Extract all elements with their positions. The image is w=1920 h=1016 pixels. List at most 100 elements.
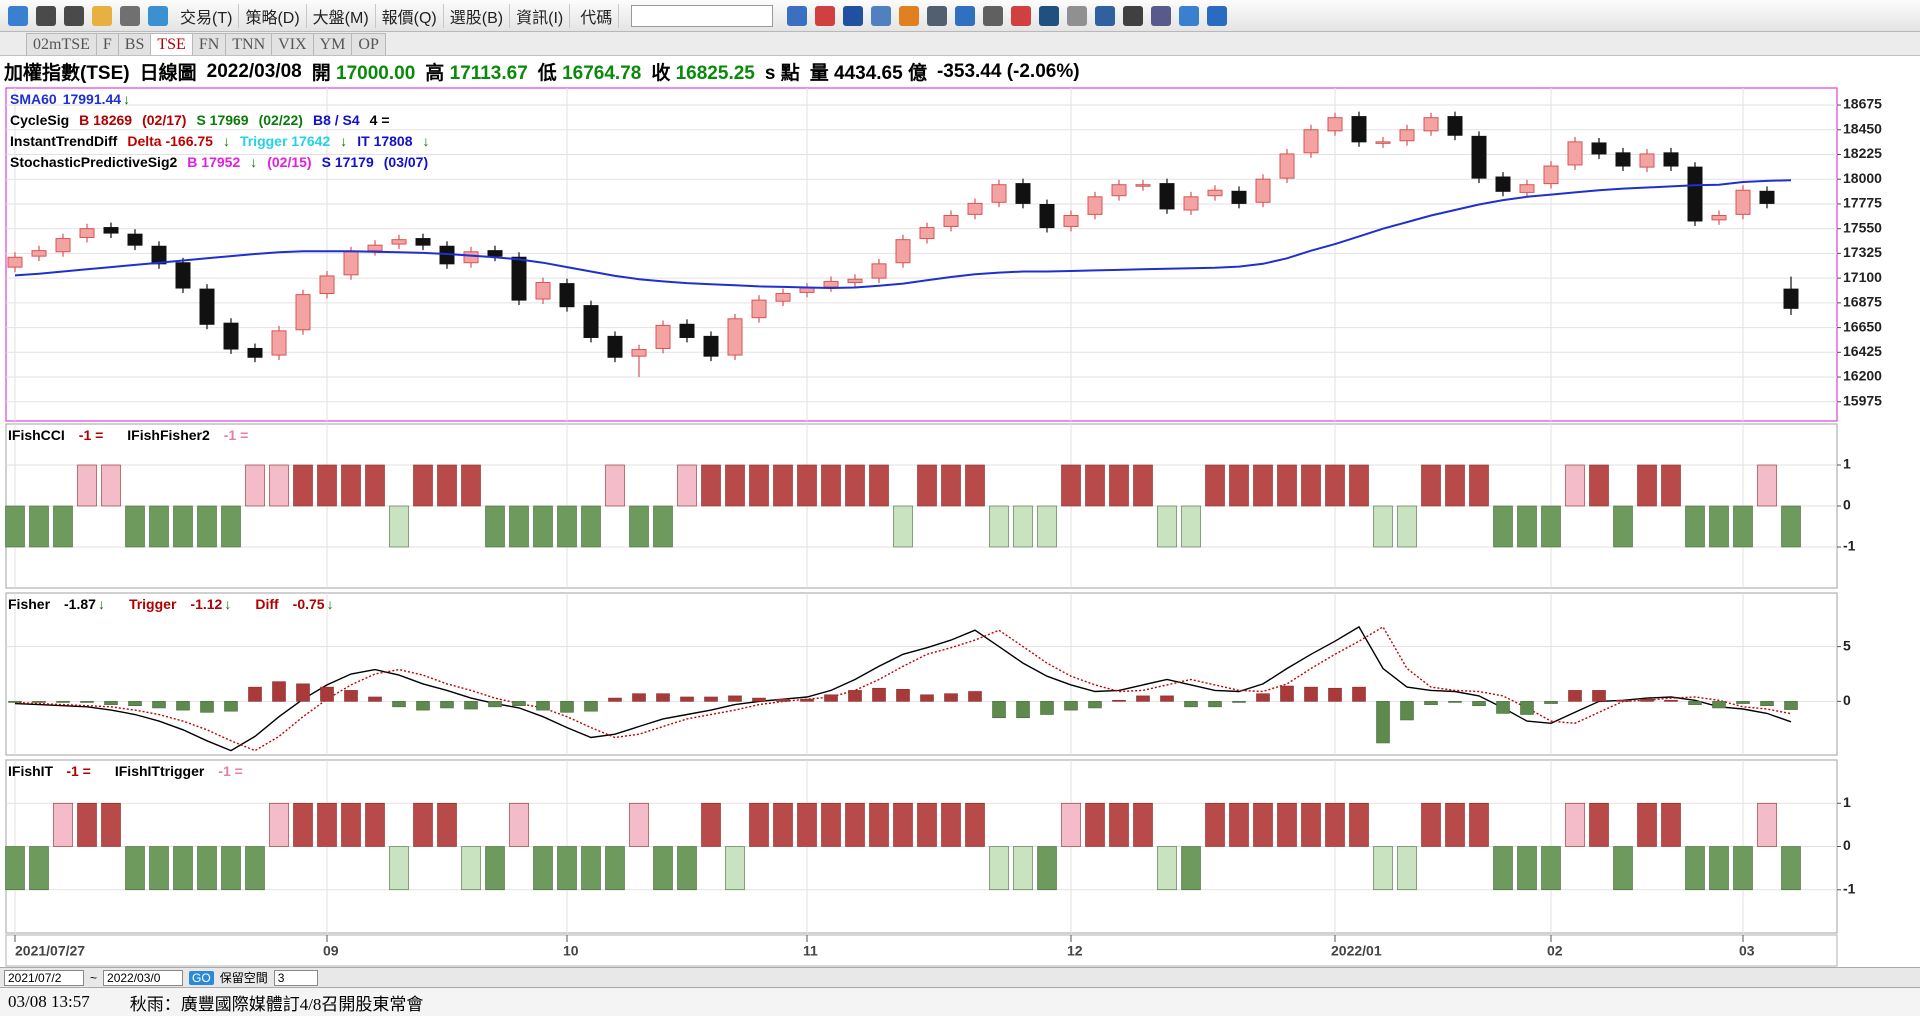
open-icon[interactable]: [92, 5, 112, 26]
toolbar: 交易(T) 策略(D) 大盤(M) 報價(Q) 選股(B) 資訊(I) 代碼: [0, 0, 1920, 32]
legend-name: Fisher: [8, 596, 51, 612]
legend-line: IFishCCI -1 = IFishFisher2 -1 =: [8, 427, 248, 443]
bar: [509, 802, 529, 847]
legend-value: -0.75: [293, 596, 325, 612]
y-tick-label: 18450: [1843, 120, 1882, 136]
bar: [1280, 685, 1294, 702]
menu-item[interactable]: 交易(T): [174, 3, 240, 28]
bar: [1277, 464, 1297, 507]
forward-icon[interactable]: [64, 5, 84, 26]
legend-part: S 17179: [322, 154, 374, 170]
bar: [848, 690, 862, 702]
bar: [1469, 802, 1489, 847]
bar: [1373, 846, 1393, 891]
candle-body: [7, 256, 23, 268]
bar: [1712, 701, 1726, 709]
tool-icon[interactable]: [1123, 5, 1144, 26]
start-date[interactable]: 2021/07/2: [4, 969, 84, 986]
tab[interactable]: TNN: [225, 32, 273, 55]
bar: [125, 505, 145, 548]
menu-item[interactable]: 選股(B): [444, 3, 511, 28]
tool-icon[interactable]: [1067, 5, 1088, 26]
tab[interactable]: F: [95, 32, 119, 55]
bar: [1349, 802, 1369, 847]
bar: [917, 464, 937, 507]
legend-value: -1 =: [224, 427, 249, 443]
legend-line: InstantTrendDiff Delta -166.75 ↓ Trigger 17…: [10, 133, 430, 149]
candle-body: [487, 250, 503, 257]
tool-icon[interactable]: [1095, 5, 1116, 26]
bar: [413, 802, 433, 847]
legend-part: (02/22): [259, 112, 303, 128]
tab[interactable]: YM: [312, 32, 353, 55]
legend-line: IFishIT -1 = IFishITtrigger -1 =: [8, 763, 243, 779]
bar: [1589, 464, 1609, 507]
y-tick-label: 16200: [1843, 368, 1882, 384]
bar: [632, 693, 646, 702]
tab[interactable]: TSE: [150, 32, 193, 55]
menu-item[interactable]: 資訊(I): [510, 3, 571, 28]
bar: [29, 505, 49, 548]
bar: [920, 694, 934, 702]
tool-icon[interactable]: [871, 5, 892, 26]
tool-icon[interactable]: [983, 5, 1004, 26]
code-input[interactable]: [631, 4, 774, 27]
bar: [221, 505, 241, 548]
tool-icon[interactable]: [927, 5, 948, 26]
y-tick-label: 16875: [1843, 294, 1882, 310]
bar: [749, 464, 769, 507]
bar: [581, 846, 601, 891]
tool-icon[interactable]: [815, 5, 836, 26]
candle-body: [1183, 196, 1199, 211]
candle-body: [247, 347, 263, 358]
home-icon[interactable]: [8, 5, 28, 26]
bar: [1205, 464, 1225, 507]
candle-body: [463, 251, 479, 264]
resize-icon[interactable]: [148, 5, 168, 26]
candle-body: [1087, 196, 1103, 215]
tab[interactable]: OP: [351, 32, 386, 55]
bar: [1013, 846, 1033, 891]
bar: [1013, 505, 1033, 548]
menu-item[interactable]: 報價(Q): [376, 3, 444, 28]
candle-body: [1039, 203, 1055, 229]
tool-icon[interactable]: [1207, 5, 1228, 26]
back-icon[interactable]: [36, 5, 56, 26]
bar: [1424, 701, 1438, 705]
tab[interactable]: FN: [191, 32, 227, 55]
legend-part: 4 =: [370, 112, 390, 128]
tool-icon[interactable]: [955, 5, 976, 26]
tab[interactable]: 02mTSE: [26, 32, 97, 55]
bar: [608, 697, 622, 702]
tool-icon[interactable]: [1039, 5, 1060, 26]
candle-body: [1351, 116, 1367, 143]
tool-icon[interactable]: [1179, 5, 1200, 26]
tool-icon[interactable]: [787, 5, 808, 26]
x-tick-label: 03: [1739, 943, 1755, 959]
tool-icon[interactable]: [1011, 5, 1032, 26]
open-value: 17000.00: [336, 63, 416, 84]
legend-name: IFishITtrigger: [115, 763, 205, 779]
candle-body: [1207, 189, 1223, 197]
print-icon[interactable]: [120, 5, 140, 26]
bar: [821, 802, 841, 847]
tab[interactable]: BS: [117, 32, 152, 55]
candle-body: [1159, 183, 1175, 210]
menu-item[interactable]: 策略(D): [239, 3, 307, 28]
volume-value: 4434.65 億: [834, 63, 927, 84]
y-tick-label: 16425: [1843, 343, 1882, 359]
legend-name: IFishFisher2: [127, 427, 210, 443]
reserve-input[interactable]: 3: [273, 969, 318, 986]
legend-part: InstantTrendDiff: [10, 133, 118, 149]
tab[interactable]: VIX: [271, 32, 314, 55]
low-value: 16764.78: [562, 63, 642, 84]
tool-icon[interactable]: [1151, 5, 1172, 26]
tool-icon[interactable]: [843, 5, 864, 26]
end-date[interactable]: 2022/03/0: [103, 969, 184, 986]
go-button[interactable]: GO: [189, 970, 214, 985]
menu-item[interactable]: 大盤(M): [307, 3, 376, 28]
bar: [1232, 701, 1246, 703]
candle-body: [295, 294, 311, 331]
tool-icon[interactable]: [899, 5, 920, 26]
bar: [1781, 846, 1801, 891]
